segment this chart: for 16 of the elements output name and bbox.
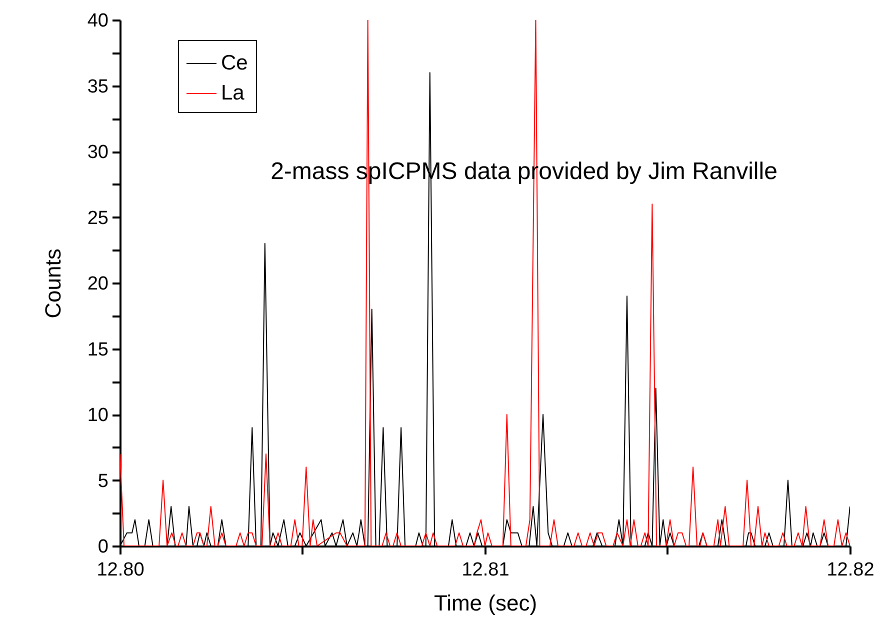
y-tick-label: 0	[98, 536, 108, 558]
y-tick-label: 30	[87, 142, 108, 163]
legend-label: Ce	[221, 52, 248, 74]
y-tick-label: 35	[87, 76, 108, 98]
legend-label: La	[221, 82, 245, 104]
y-tick-label: 40	[87, 10, 108, 32]
y-tick-label: 10	[87, 405, 108, 426]
y-tick-label: 20	[87, 274, 108, 294]
y-tick-label: 5	[98, 470, 108, 492]
y-tick-label: 15	[87, 339, 108, 360]
x-tick-label: 12.82	[826, 560, 874, 580]
y-tick-label: 25	[87, 208, 108, 229]
x-tick-label: 12.80	[96, 560, 144, 580]
x-tick-label: 12.81	[462, 560, 510, 580]
y-axis-title: Counts	[40, 248, 66, 318]
x-axis-title: Time (sec)	[434, 590, 538, 616]
